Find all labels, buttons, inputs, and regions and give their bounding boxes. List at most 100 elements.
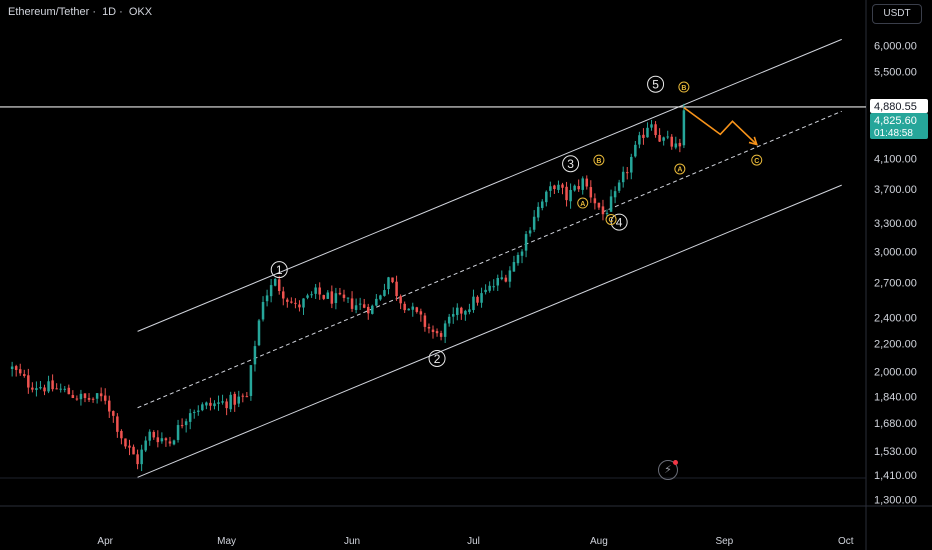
candle-body (67, 387, 71, 395)
candle-body (99, 393, 103, 397)
candle (464, 309, 467, 321)
candle (541, 199, 544, 211)
wave-label-ring (647, 75, 665, 93)
candle-body (14, 366, 18, 370)
projection-path[interactable] (683, 106, 758, 146)
candle-body (306, 295, 309, 298)
candle-body (188, 413, 192, 422)
candle-body (528, 230, 532, 234)
candle-body (148, 431, 151, 441)
candle (116, 413, 119, 438)
candle-body (229, 394, 232, 410)
candle (573, 184, 576, 192)
candle (265, 289, 269, 307)
wave-label-ring (428, 349, 446, 367)
candle-body (391, 277, 394, 283)
candle-body (23, 374, 26, 376)
time-tick-label: Jul (467, 536, 480, 547)
candle (662, 136, 665, 146)
candle (460, 306, 463, 320)
candle (269, 278, 273, 303)
candle-body (605, 212, 609, 214)
wave-label-ring (674, 163, 686, 175)
candle (112, 410, 115, 423)
candle-body (439, 333, 443, 337)
candle (229, 391, 232, 413)
candle (95, 393, 99, 404)
candle-body (71, 395, 75, 399)
projection-line[interactable] (683, 106, 758, 146)
channel-upper-line[interactable] (137, 38, 842, 332)
candle-body (642, 134, 645, 138)
candle (642, 128, 645, 145)
candle (257, 318, 261, 347)
resistance-tag-text: 4,880.55 (874, 101, 917, 113)
chart-title[interactable]: Ethereum/Tether · 1D · OKX (8, 6, 155, 18)
candle (322, 294, 325, 301)
candle-body (79, 393, 83, 400)
candle (617, 179, 621, 193)
candle (35, 381, 38, 397)
candle (201, 402, 204, 412)
wave-label-ring (610, 213, 628, 231)
candle (379, 294, 382, 301)
candle (282, 286, 285, 306)
interval-label: 1D (102, 6, 117, 18)
candle-body (144, 440, 147, 451)
candle-body (51, 380, 54, 390)
candle (55, 383, 58, 390)
wave-labels: 1 2 3 4 5 A B C B A C (270, 75, 763, 367)
candle-body (577, 186, 580, 190)
time-tick-label: May (217, 536, 236, 547)
candle (120, 429, 123, 445)
candle (18, 363, 22, 376)
channel-lower-line[interactable] (137, 184, 842, 478)
candle (581, 176, 584, 195)
candle-body (504, 277, 508, 282)
candle (480, 287, 483, 308)
candle-body (132, 446, 135, 455)
candle-body (326, 292, 330, 299)
wave-label-5: 5 (647, 75, 665, 93)
candle (249, 364, 253, 401)
candle-body (617, 182, 621, 191)
candle-body (415, 307, 419, 312)
candle-body (39, 387, 42, 389)
candle-body (286, 299, 289, 302)
candle (512, 255, 516, 272)
candle (565, 181, 568, 207)
price-tick-label: 6,000.00 (874, 41, 917, 53)
wave-label-text: B (596, 158, 601, 165)
candle (435, 328, 439, 337)
candle (241, 393, 245, 403)
candle-body (192, 411, 196, 413)
candle-body (541, 201, 544, 208)
candle-body (451, 314, 455, 317)
candle-body (294, 302, 297, 304)
candle (160, 432, 164, 444)
candle (415, 306, 419, 314)
price-tick-label: 1,530.00 (874, 446, 917, 458)
candle (524, 231, 528, 258)
candle (209, 397, 212, 411)
candle-body (670, 136, 674, 147)
currency-button[interactable]: USDT (872, 4, 922, 24)
candle-body (75, 398, 79, 400)
candle-body (18, 369, 22, 374)
candle (553, 184, 556, 195)
candle (132, 444, 135, 455)
candle-body (91, 398, 95, 400)
candle-body (536, 206, 540, 218)
candle (601, 199, 605, 221)
wave-label-B: B (593, 154, 605, 166)
candle-body (557, 184, 560, 190)
candle-body (225, 401, 228, 409)
wave-label-ring (593, 154, 605, 166)
candle-body (35, 388, 38, 390)
lightning-icon[interactable]: ⚡ (658, 460, 678, 480)
candle (346, 297, 350, 304)
candle-body (168, 441, 172, 444)
